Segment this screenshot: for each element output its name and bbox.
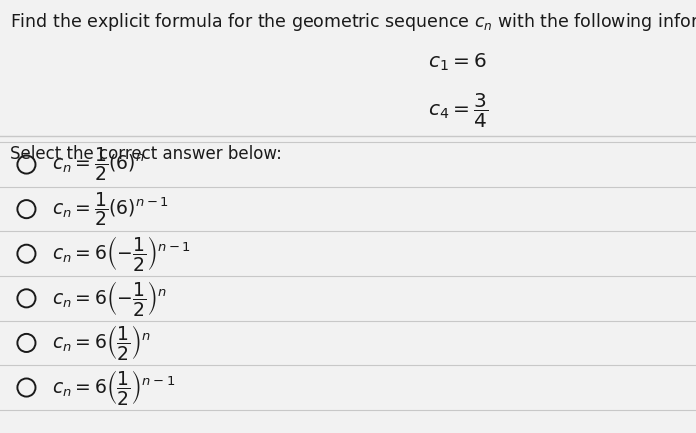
Text: $c_n = 6\left(\dfrac{1}{2}\right)^{n}$: $c_n = 6\left(\dfrac{1}{2}\right)^{n}$: [52, 323, 151, 362]
Text: Find the explicit formula for the geometric sequence $c_n$ with the following in: Find the explicit formula for the geomet…: [10, 11, 696, 33]
Text: $c_1 = 6$: $c_1 = 6$: [428, 52, 487, 74]
Text: Select the correct answer below:: Select the correct answer below:: [10, 145, 283, 163]
Text: $c_n = 6\left(-\dfrac{1}{2}\right)^{n-1}$: $c_n = 6\left(-\dfrac{1}{2}\right)^{n-1}…: [52, 234, 191, 273]
Text: $c_4 = \dfrac{3}{4}$: $c_4 = \dfrac{3}{4}$: [428, 91, 488, 129]
Text: $c_n = \dfrac{1}{2}(6)^{n-1}$: $c_n = \dfrac{1}{2}(6)^{n-1}$: [52, 190, 169, 228]
Text: $c_n = 6\left(-\dfrac{1}{2}\right)^{n}$: $c_n = 6\left(-\dfrac{1}{2}\right)^{n}$: [52, 279, 167, 318]
Text: $c_n = 6\left(\dfrac{1}{2}\right)^{n-1}$: $c_n = 6\left(\dfrac{1}{2}\right)^{n-1}$: [52, 368, 175, 407]
Text: $c_n = \dfrac{1}{2}(6)^n$: $c_n = \dfrac{1}{2}(6)^n$: [52, 145, 145, 184]
